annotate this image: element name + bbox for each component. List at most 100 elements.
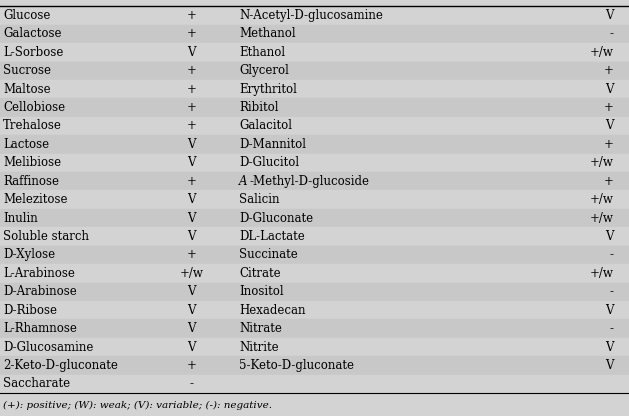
- Text: V: V: [187, 156, 196, 169]
- Text: +: +: [187, 9, 197, 22]
- Bar: [0, 43, 629, 62]
- Text: Trehalose: Trehalose: [3, 119, 62, 132]
- Text: V: V: [604, 119, 613, 132]
- Text: D-Glucosamine: D-Glucosamine: [3, 341, 94, 354]
- Text: Methanol: Methanol: [239, 27, 296, 40]
- Text: Glycerol: Glycerol: [239, 64, 289, 77]
- Text: +: +: [187, 119, 197, 132]
- Text: N-Acetyl-D-glucosamine: N-Acetyl-D-glucosamine: [239, 9, 383, 22]
- Text: Erythritol: Erythritol: [239, 83, 297, 96]
- Text: +: +: [187, 101, 197, 114]
- Text: -: -: [610, 27, 613, 40]
- Text: +: +: [187, 248, 197, 261]
- Text: DL-Lactate: DL-Lactate: [239, 230, 305, 243]
- Text: D-Gluconate: D-Gluconate: [239, 212, 313, 225]
- Bar: [0, 172, 629, 191]
- Text: -Methyl-D-glucoside: -Methyl-D-glucoside: [249, 175, 369, 188]
- Bar: [0, 227, 629, 246]
- Text: +/w: +/w: [589, 156, 613, 169]
- Text: V: V: [187, 285, 196, 298]
- Text: Hexadecan: Hexadecan: [239, 304, 306, 317]
- Text: Galacitol: Galacitol: [239, 119, 292, 132]
- Text: +: +: [603, 175, 613, 188]
- Bar: [0, 246, 629, 264]
- Text: V: V: [604, 359, 613, 372]
- Bar: [0, 301, 629, 319]
- Text: V: V: [604, 341, 613, 354]
- Text: Lactose: Lactose: [3, 138, 49, 151]
- Text: Inulin: Inulin: [3, 212, 38, 225]
- Text: Galactose: Galactose: [3, 27, 62, 40]
- Text: Nitrite: Nitrite: [239, 341, 279, 354]
- Text: D-Xylose: D-Xylose: [3, 248, 55, 261]
- Text: Soluble starch: Soluble starch: [3, 230, 89, 243]
- Text: +: +: [187, 64, 197, 77]
- Text: Nitrate: Nitrate: [239, 322, 282, 335]
- Text: V: V: [604, 83, 613, 96]
- Text: +: +: [187, 359, 197, 372]
- Text: Saccharate: Saccharate: [3, 377, 70, 390]
- Bar: [0, 209, 629, 227]
- Text: Melibiose: Melibiose: [3, 156, 61, 169]
- Bar: [0, 319, 629, 338]
- Text: +: +: [603, 101, 613, 114]
- Bar: [0, 6, 629, 25]
- Text: +: +: [603, 138, 613, 151]
- Text: +/w: +/w: [180, 267, 204, 280]
- Bar: [0, 375, 629, 393]
- Text: Glucose: Glucose: [3, 9, 50, 22]
- Text: V: V: [187, 193, 196, 206]
- Text: V: V: [187, 138, 196, 151]
- Text: 2-Keto-D-gluconate: 2-Keto-D-gluconate: [3, 359, 118, 372]
- Bar: [0, 135, 629, 154]
- Text: +: +: [187, 83, 197, 96]
- Text: L-Rhamnose: L-Rhamnose: [3, 322, 77, 335]
- Text: D-Ribose: D-Ribose: [3, 304, 57, 317]
- Text: -: -: [190, 377, 194, 390]
- Text: 5-Keto-D-gluconate: 5-Keto-D-gluconate: [239, 359, 354, 372]
- Text: Inositol: Inositol: [239, 285, 284, 298]
- Bar: [0, 98, 629, 117]
- Text: V: V: [187, 304, 196, 317]
- Text: A: A: [239, 175, 248, 188]
- Bar: [0, 117, 629, 135]
- Text: V: V: [187, 341, 196, 354]
- Text: +: +: [187, 27, 197, 40]
- Text: D-Arabinose: D-Arabinose: [3, 285, 77, 298]
- Bar: [0, 282, 629, 301]
- Bar: [0, 154, 629, 172]
- Text: V: V: [187, 230, 196, 243]
- Text: Ribitol: Ribitol: [239, 101, 279, 114]
- Text: Sucrose: Sucrose: [3, 64, 51, 77]
- Bar: [0, 62, 629, 80]
- Text: +: +: [603, 64, 613, 77]
- Text: Melezitose: Melezitose: [3, 193, 68, 206]
- Bar: [0, 356, 629, 375]
- Text: Salicin: Salicin: [239, 193, 279, 206]
- Text: V: V: [187, 212, 196, 225]
- Bar: [0, 80, 629, 98]
- Text: -: -: [610, 248, 613, 261]
- Text: Succinate: Succinate: [239, 248, 298, 261]
- Text: Raffinose: Raffinose: [3, 175, 59, 188]
- Text: +/w: +/w: [589, 267, 613, 280]
- Text: -: -: [610, 322, 613, 335]
- Text: +/w: +/w: [589, 193, 613, 206]
- Text: +: +: [187, 175, 197, 188]
- Text: Maltose: Maltose: [3, 83, 51, 96]
- Bar: [0, 191, 629, 209]
- Text: -: -: [610, 285, 613, 298]
- Bar: [0, 338, 629, 356]
- Text: Citrate: Citrate: [239, 267, 281, 280]
- Text: L-Sorbose: L-Sorbose: [3, 46, 64, 59]
- Text: L-Arabinose: L-Arabinose: [3, 267, 75, 280]
- Text: D-Glucitol: D-Glucitol: [239, 156, 299, 169]
- Text: Ethanol: Ethanol: [239, 46, 285, 59]
- Text: V: V: [604, 304, 613, 317]
- Text: D-Mannitol: D-Mannitol: [239, 138, 306, 151]
- Text: +/w: +/w: [589, 212, 613, 225]
- Text: V: V: [604, 9, 613, 22]
- Text: +/w: +/w: [589, 46, 613, 59]
- Bar: [0, 25, 629, 43]
- Text: Cellobiose: Cellobiose: [3, 101, 65, 114]
